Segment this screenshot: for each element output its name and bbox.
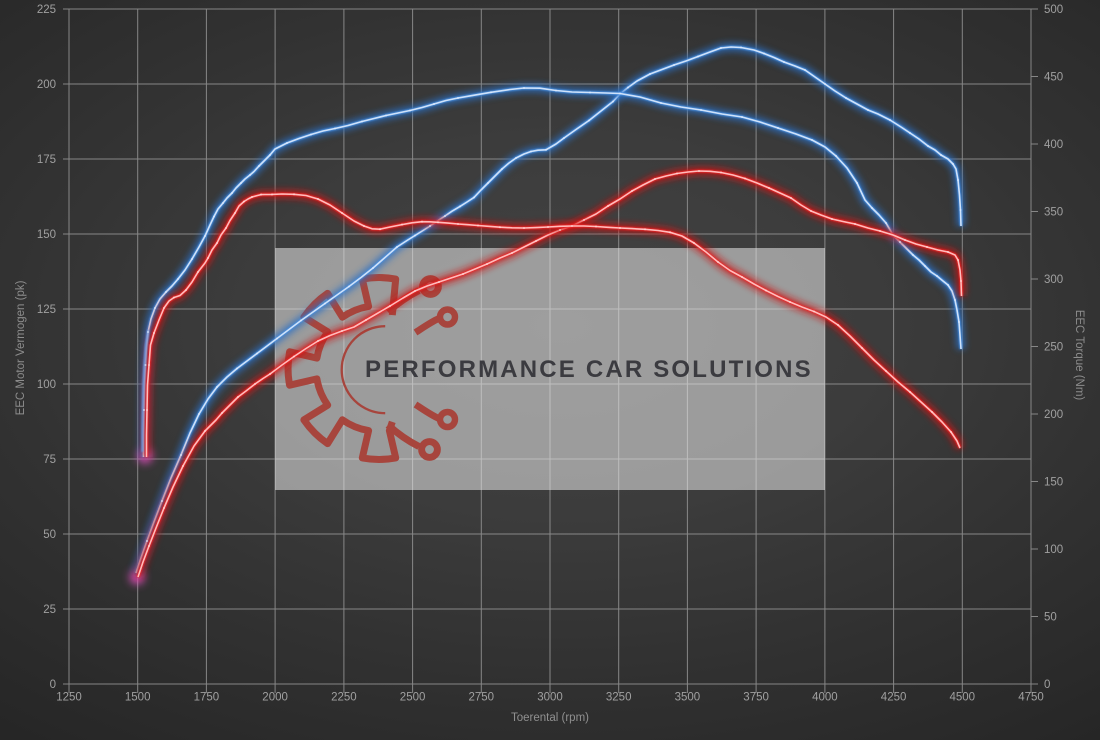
svg-text:400: 400 [1044, 139, 1063, 151]
svg-text:125: 125 [37, 304, 56, 316]
svg-text:4250: 4250 [881, 692, 907, 704]
svg-text:PERFORMANCE CAR SOLUTIONS: PERFORMANCE CAR SOLUTIONS [365, 356, 813, 383]
svg-text:75: 75 [43, 454, 56, 466]
svg-text:0: 0 [1044, 679, 1050, 691]
svg-text:450: 450 [1044, 72, 1063, 84]
svg-text:2250: 2250 [331, 692, 357, 704]
svg-text:250: 250 [1044, 342, 1063, 354]
svg-text:150: 150 [1044, 477, 1063, 489]
svg-text:25: 25 [43, 604, 56, 616]
svg-text:4000: 4000 [812, 692, 838, 704]
svg-text:2500: 2500 [400, 692, 426, 704]
svg-text:4500: 4500 [950, 692, 976, 704]
svg-text:500: 500 [1044, 4, 1063, 16]
svg-text:300: 300 [1044, 274, 1063, 286]
svg-text:225: 225 [37, 4, 56, 16]
svg-text:200: 200 [37, 79, 56, 91]
svg-text:1250: 1250 [56, 692, 82, 704]
svg-text:3250: 3250 [606, 692, 632, 704]
svg-text:50: 50 [43, 529, 56, 541]
svg-text:3750: 3750 [743, 692, 769, 704]
svg-text:150: 150 [37, 229, 56, 241]
svg-text:350: 350 [1044, 207, 1063, 219]
svg-text:EEC Torque (Nm): EEC Torque (Nm) [1073, 310, 1085, 401]
svg-text:50: 50 [1044, 612, 1057, 624]
svg-text:175: 175 [37, 154, 56, 166]
svg-text:200: 200 [1044, 409, 1063, 421]
svg-text:Toerental (rpm): Toerental (rpm) [511, 712, 589, 724]
svg-text:EEC Motor Vermogen (pk): EEC Motor Vermogen (pk) [15, 280, 27, 415]
svg-text:0: 0 [50, 679, 56, 691]
svg-text:3000: 3000 [537, 692, 563, 704]
svg-text:100: 100 [37, 379, 56, 391]
svg-text:1500: 1500 [125, 692, 151, 704]
svg-text:1750: 1750 [194, 692, 220, 704]
svg-text:100: 100 [1044, 544, 1063, 556]
svg-text:2000: 2000 [262, 692, 288, 704]
svg-text:3500: 3500 [675, 692, 701, 704]
svg-text:2750: 2750 [469, 692, 495, 704]
svg-text:4750: 4750 [1018, 692, 1044, 704]
